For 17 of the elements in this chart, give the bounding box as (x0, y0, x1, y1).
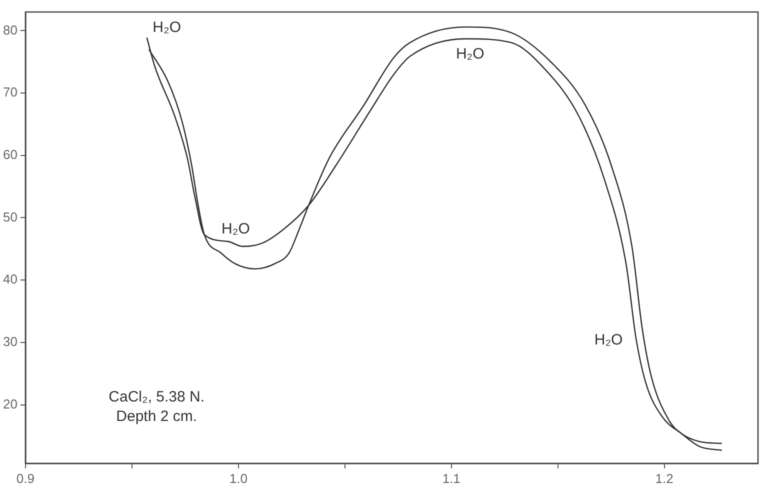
y-tick-label: 50 (2, 209, 18, 224)
x-tick-label: 1.0 (229, 470, 248, 486)
annotation: H₂O (152, 18, 182, 36)
x-tick-label: 0.9 (16, 470, 34, 486)
annotation: H₂O (456, 46, 484, 63)
annotation: CaCl₂, 5.38 N. (108, 388, 205, 406)
x-tick-label: 1.1 (442, 470, 460, 486)
y-tick-label: 70 (2, 84, 18, 100)
y-tick-label: 30 (2, 334, 18, 350)
annotation: H₂O (222, 220, 250, 238)
y-tick-label: 20 (2, 396, 18, 412)
y-tick-label: 40 (2, 272, 18, 287)
annotation: H₂O (594, 331, 623, 348)
x-tick-label: 1.2 (655, 470, 674, 486)
annotation: Depth 2 cm. (116, 408, 198, 426)
y-tick-label: 80 (2, 22, 18, 38)
y-tick-label: 60 (2, 146, 18, 162)
